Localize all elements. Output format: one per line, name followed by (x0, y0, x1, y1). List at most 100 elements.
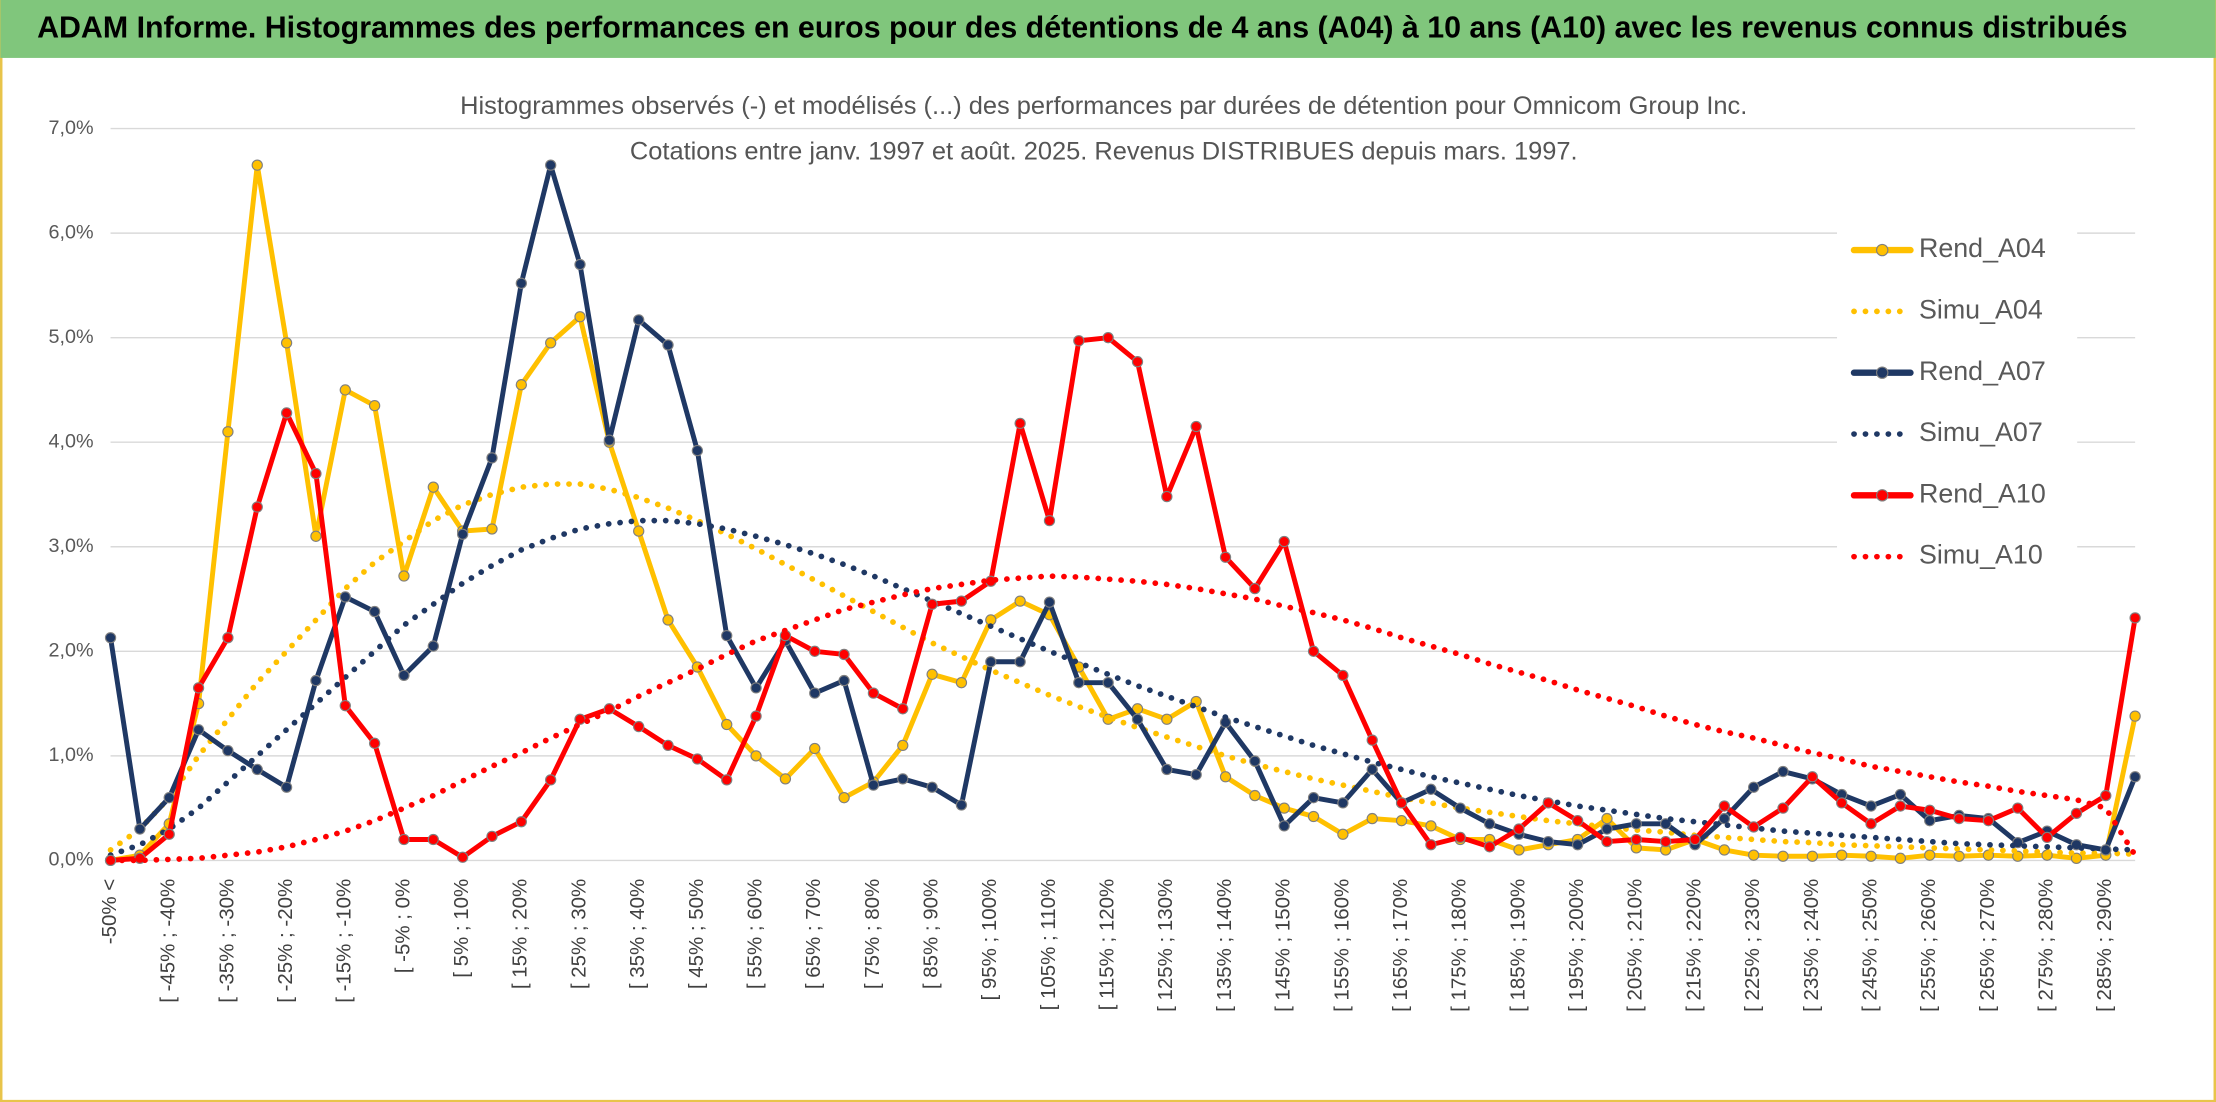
point (486, 830, 498, 843)
point (1630, 818, 1642, 830)
point (1249, 789, 1261, 802)
series-line (108, 162, 2138, 863)
point (1102, 332, 1114, 344)
point (1924, 815, 1936, 827)
y-tick-label: 6,0% (49, 221, 94, 243)
point (1718, 800, 1730, 812)
x-tick-label: [ -45% ; -40% (157, 879, 180, 1003)
point (1278, 535, 1290, 548)
point (809, 645, 821, 657)
point (1366, 734, 1378, 746)
legend-label: Rend_A04 (1919, 233, 2046, 263)
point (310, 467, 322, 480)
point (339, 700, 351, 712)
point (398, 833, 410, 846)
point (926, 598, 938, 610)
point (809, 687, 821, 699)
point (1601, 823, 1613, 835)
point (1366, 763, 1378, 776)
x-tick-label: [ 235% ; 240% (1800, 879, 1823, 1012)
point (280, 407, 293, 419)
point (1924, 804, 1936, 816)
series-line (107, 481, 2138, 857)
series-line (107, 517, 2138, 859)
point (1836, 797, 1848, 809)
point (2041, 831, 2053, 844)
point (222, 426, 234, 438)
point (192, 682, 205, 694)
x-tick-label: [ 155% ; 160% (1330, 879, 1353, 1012)
x-tick-label: [ 55% ; 60% (743, 879, 766, 989)
point (1865, 800, 1877, 812)
point (838, 648, 850, 661)
x-tick-label: [ 15% ; 20% (509, 879, 532, 989)
point (486, 452, 498, 464)
point (339, 591, 351, 603)
point (1073, 677, 1085, 689)
header-bar (0, 0, 2216, 58)
point (1571, 815, 1584, 827)
y-tick-label: 5,0% (49, 326, 94, 348)
point (750, 682, 762, 694)
point (1425, 783, 1437, 795)
point (955, 799, 968, 811)
point (1777, 802, 1789, 814)
point (750, 750, 762, 762)
point (985, 656, 997, 668)
point (1337, 669, 1349, 682)
x-tick-label: [ 5% ; 10% (450, 879, 473, 978)
x-tick-label: [ -5% ; 0% (391, 879, 414, 973)
point (2129, 710, 2141, 722)
point (368, 605, 381, 618)
point (1718, 844, 1730, 856)
x-tick-label: [ 245% ; 250% (1858, 879, 1881, 1012)
point (280, 337, 293, 349)
x-tick-label: [ 205% ; 210% (1624, 879, 1647, 1012)
legend-label: Rend_A10 (1919, 478, 2046, 508)
legend-marker (1876, 489, 1889, 502)
point (1131, 356, 1144, 368)
point (1161, 490, 1173, 503)
point (1454, 831, 1466, 844)
point (2012, 850, 2024, 862)
point (1542, 797, 1554, 809)
point (1748, 781, 1760, 793)
point (2129, 771, 2141, 783)
point (1395, 797, 1408, 809)
point (222, 744, 234, 757)
point (222, 632, 234, 644)
point (1337, 797, 1349, 809)
point (633, 720, 645, 733)
point (1894, 852, 1907, 864)
point (339, 384, 351, 396)
x-tick-label: [ 225% ; 230% (1741, 879, 1764, 1012)
point (662, 614, 674, 626)
point (2100, 789, 2112, 802)
point (1894, 788, 1907, 801)
x-tick-label: [ 255% ; 260% (1917, 879, 1940, 1012)
point (1014, 417, 1026, 430)
point (1278, 802, 1290, 814)
point (427, 833, 439, 846)
x-tick-label: [ 85% ; 90% (920, 879, 943, 989)
x-tick-label: [ 25% ; 30% (567, 879, 590, 989)
y-tick-label: 2,0% (49, 640, 94, 662)
point (1366, 812, 1378, 825)
point (427, 640, 439, 652)
series-line (108, 162, 2138, 853)
point (955, 677, 968, 689)
x-tick-label: [ 145% ; 150% (1272, 879, 1295, 1012)
point (515, 379, 527, 391)
point (721, 718, 733, 731)
point (691, 444, 704, 457)
point (897, 773, 909, 785)
point (1043, 596, 1056, 608)
point (251, 763, 263, 776)
legend-label: Simu_A07 (1919, 417, 2043, 447)
point (1161, 763, 1173, 776)
legend-bg (1837, 211, 2078, 587)
header-title: ADAM Informe. Histogrammes des performan… (37, 12, 2127, 45)
point (1483, 818, 1496, 830)
x-tick-label: [ 265% ; 270% (1976, 879, 1999, 1012)
